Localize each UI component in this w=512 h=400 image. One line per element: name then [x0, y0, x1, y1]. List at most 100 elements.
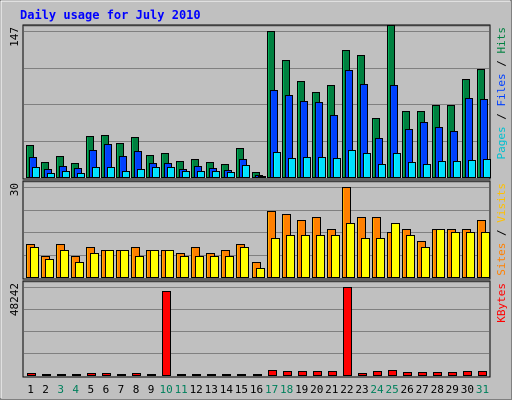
x-label-day-20: 20: [310, 383, 323, 396]
x-label-day-23: 23: [355, 383, 368, 396]
x-axis-labels: 1 2 3 4 5 6 7 8 9 10 11 12 13 14 15 16 17 18 19 20 21 22 23 24 2…: [27, 383, 489, 396]
legend-item-requests-1: /: [495, 107, 508, 127]
x-label-day-24: 24: [370, 383, 384, 396]
bar-kbytes-day-16: [253, 374, 262, 376]
bar-pages-day-6: [107, 167, 115, 178]
x-label-day-16: 16: [250, 383, 263, 396]
bar-sites-day-2: [45, 259, 54, 278]
bar-kbytes-day-25: [388, 370, 397, 376]
bar-pages-day-23: [363, 153, 371, 178]
bar-sites-day-12: [195, 256, 204, 278]
bar-sites-day-1: [30, 247, 39, 278]
chart-panels: 147 Pages / Files / Hits 30 Sites / Visits 4…: [8, 24, 508, 378]
bar-kbytes-day-6: [102, 373, 111, 376]
bar-pages-day-28: [438, 161, 446, 178]
bar-kbytes-day-15: [237, 374, 246, 376]
x-label-day-18: 18: [280, 383, 293, 396]
y-max-label-visits: 30: [8, 183, 21, 196]
x-label-day-8: 8: [133, 383, 140, 396]
bar-pages-day-5: [92, 167, 100, 178]
bar-pages-day-3: [62, 171, 70, 178]
bar-kbytes-day-23: [358, 373, 367, 376]
x-label-day-19: 19: [295, 383, 308, 396]
x-label-day-14: 14: [220, 383, 234, 396]
bar-kbytes-day-19: [298, 371, 307, 376]
bar-sites-day-27: [421, 247, 430, 278]
legend-item-visits-1: /: [495, 223, 508, 243]
bar-sites-day-21: [331, 235, 340, 278]
bar-pages-day-25: [393, 153, 401, 178]
bar-pages-day-18: [288, 158, 296, 178]
bar-kbytes-day-1: [27, 373, 36, 376]
x-label-day-11: 11: [175, 383, 188, 396]
bar-pages-day-17: [273, 152, 281, 178]
x-label-day-25: 25: [385, 383, 398, 396]
bar-pages-day-1: [32, 167, 40, 178]
bar-pages-day-19: [303, 157, 311, 178]
x-label-day-10: 10: [159, 383, 172, 396]
bar-kbytes-day-12: [192, 374, 201, 376]
bar-sites-day-3: [60, 250, 69, 278]
bar-sites-day-5: [90, 253, 99, 278]
bar-sites-day-26: [406, 235, 415, 278]
bar-sites-day-20: [316, 235, 325, 278]
panel-visits: 30 Sites / Visits: [8, 180, 508, 280]
x-label-day-9: 9: [148, 383, 155, 396]
bar-sites-day-24: [376, 238, 385, 278]
legend-item-requests-2: Files: [495, 73, 508, 106]
bar-pages-day-27: [423, 164, 431, 178]
x-label-day-30: 30: [461, 383, 474, 396]
bar-sites-day-4: [75, 262, 84, 278]
bar-kbytes-day-18: [283, 371, 292, 376]
bar-sites-day-25: [391, 223, 400, 278]
legend-visits: Sites / Visits: [495, 183, 508, 276]
y-max-label-kbytes: 48242: [8, 283, 21, 316]
bar-kbytes-day-17: [268, 370, 277, 376]
x-label-day-31: 31: [476, 383, 489, 396]
bar-sites-day-18: [286, 235, 295, 278]
y-max-label-requests: 147: [8, 27, 21, 47]
bar-pages-day-13: [212, 171, 220, 178]
bar-kbytes-day-13: [207, 374, 216, 376]
bar-sites-day-29: [451, 232, 460, 278]
bar-sites-day-22: [346, 223, 355, 278]
bar-kbytes-day-11: [177, 374, 186, 376]
x-label-day-21: 21: [325, 383, 338, 396]
bar-pages-day-11: [182, 171, 190, 178]
x-label-day-13: 13: [205, 383, 218, 396]
x-label-day-26: 26: [400, 383, 413, 396]
legend-item-visits-2: Visits: [495, 183, 508, 223]
bar-sites-day-19: [301, 235, 310, 278]
bar-sites-day-8: [135, 256, 144, 278]
bar-kbytes-day-8: [132, 373, 141, 376]
bar-pages-day-29: [453, 161, 461, 178]
bar-kbytes-day-3: [57, 374, 66, 376]
x-label-day-4: 4: [72, 383, 79, 396]
bar-sites-day-14: [225, 256, 234, 278]
x-label-day-3: 3: [57, 383, 64, 396]
bar-sites-day-10: [165, 250, 174, 278]
chart-title: Daily usage for July 2010: [20, 8, 201, 22]
x-label-day-12: 12: [190, 383, 203, 396]
bar-kbytes-day-28: [433, 372, 442, 376]
bar-kbytes-day-27: [418, 372, 427, 376]
bar-pages-day-2: [47, 173, 55, 178]
bar-pages-day-14: [227, 172, 235, 178]
bar-kbytes-day-10: [162, 291, 171, 376]
bar-pages-day-20: [318, 157, 326, 178]
x-label-day-22: 22: [340, 383, 353, 396]
bar-sites-day-6: [105, 250, 114, 278]
bar-sites-day-15: [240, 247, 249, 278]
bar-sites-day-11: [180, 256, 189, 278]
bar-pages-day-10: [167, 167, 175, 178]
bar-sites-day-13: [210, 256, 219, 278]
bar-sites-day-30: [466, 232, 475, 278]
bar-kbytes-day-26: [403, 372, 412, 376]
bar-kbytes-day-29: [448, 372, 457, 376]
bar-kbytes-day-14: [222, 374, 231, 376]
bar-kbytes-day-7: [117, 374, 126, 376]
bar-sites-day-9: [150, 250, 159, 278]
bar-kbytes-day-5: [87, 373, 96, 376]
legend-item-requests-4: Hits: [495, 27, 508, 54]
